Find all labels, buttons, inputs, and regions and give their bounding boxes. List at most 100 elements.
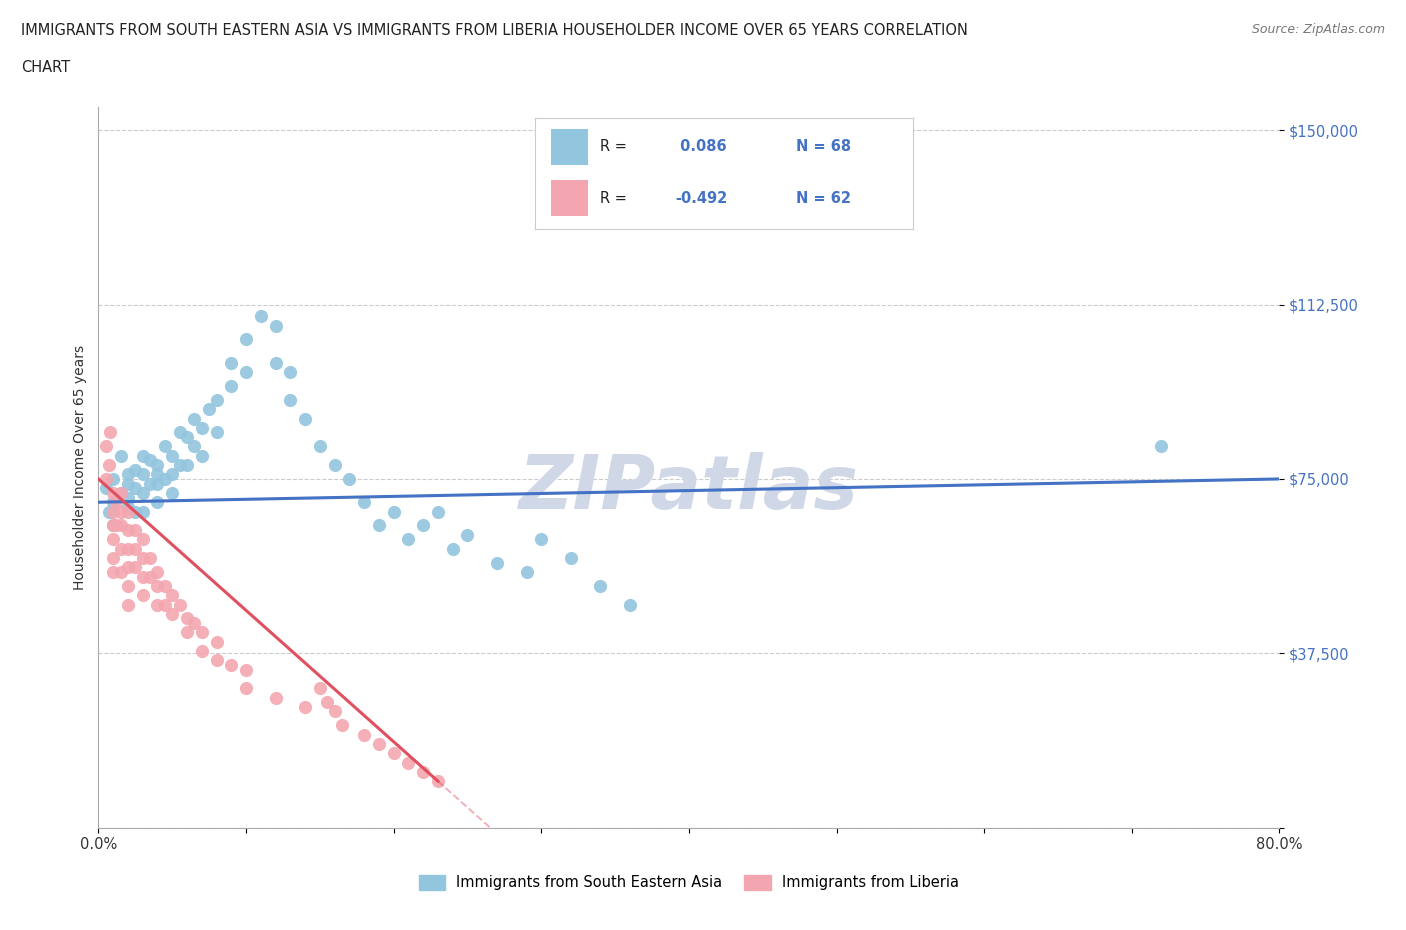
Point [323,458,346,472]
Point [264,355,287,370]
Point [110,504,132,519]
Point [250,309,273,324]
Point [103,532,125,547]
Point [323,704,346,719]
Point [264,690,287,705]
Point [368,737,391,751]
Point [278,365,302,379]
Point [110,485,132,500]
Point [117,476,139,491]
Point [619,597,641,612]
Point [146,495,169,510]
Point [110,541,132,556]
Point [427,774,450,789]
Point [176,430,198,445]
Point [191,448,214,463]
Point [117,578,139,593]
Point [132,467,155,482]
Point [105,518,128,533]
Point [132,504,155,519]
Point [139,453,162,468]
Text: Source: ZipAtlas.com: Source: ZipAtlas.com [1251,23,1385,36]
Point [353,495,375,510]
Point [153,578,176,593]
Point [396,532,419,547]
Point [103,551,125,565]
Point [294,411,316,426]
Point [169,597,191,612]
Point [97,458,120,472]
Point [1150,439,1173,454]
Point [162,448,183,463]
Point [412,518,434,533]
Point [110,448,132,463]
Point [103,504,125,519]
Point [330,718,353,733]
Point [219,379,242,393]
Point [98,425,121,440]
Point [191,625,214,640]
Point [117,499,139,514]
Point [486,555,509,570]
Point [183,439,205,454]
Point [103,485,125,500]
Point [382,746,405,761]
Text: CHART: CHART [21,60,70,75]
Point [219,355,242,370]
Point [132,448,155,463]
Point [176,611,198,626]
Point [169,458,191,472]
Point [103,518,125,533]
Point [153,439,176,454]
Point [176,625,198,640]
Point [353,727,375,742]
Point [124,541,146,556]
Point [162,485,183,500]
Point [132,569,155,584]
Legend: Immigrants from South Eastern Asia, Immigrants from Liberia: Immigrants from South Eastern Asia, Immi… [413,869,965,897]
Point [412,764,434,779]
Point [309,681,332,696]
Text: ZIPatlas: ZIPatlas [519,453,859,525]
Point [139,551,162,565]
Point [427,504,450,519]
Point [146,578,169,593]
Point [162,467,183,482]
Point [235,332,257,347]
Point [146,458,169,472]
Point [110,518,132,533]
Point [235,681,257,696]
Point [117,597,139,612]
Text: IMMIGRANTS FROM SOUTH EASTERN ASIA VS IMMIGRANTS FROM LIBERIA HOUSEHOLDER INCOME: IMMIGRANTS FROM SOUTH EASTERN ASIA VS IM… [21,23,967,38]
Point [205,634,228,649]
Point [153,597,176,612]
Point [124,462,146,477]
Point [530,532,553,547]
Point [97,504,120,519]
Point [146,467,169,482]
Point [589,578,612,593]
Point [205,392,228,407]
Point [169,425,191,440]
Point [94,481,117,496]
Point [117,504,139,519]
Point [103,495,125,510]
Point [132,551,155,565]
Point [316,695,339,710]
Point [183,411,205,426]
Point [124,504,146,519]
Point [219,658,242,672]
Point [309,439,332,454]
Point [235,662,257,677]
Point [337,472,360,486]
Point [139,569,162,584]
Point [110,565,132,579]
Point [205,425,228,440]
Y-axis label: Householder Income Over 65 years: Householder Income Over 65 years [73,345,87,590]
Point [117,467,139,482]
Point [132,588,155,603]
Point [117,560,139,575]
Point [132,485,155,500]
Point [368,518,391,533]
Point [103,518,125,533]
